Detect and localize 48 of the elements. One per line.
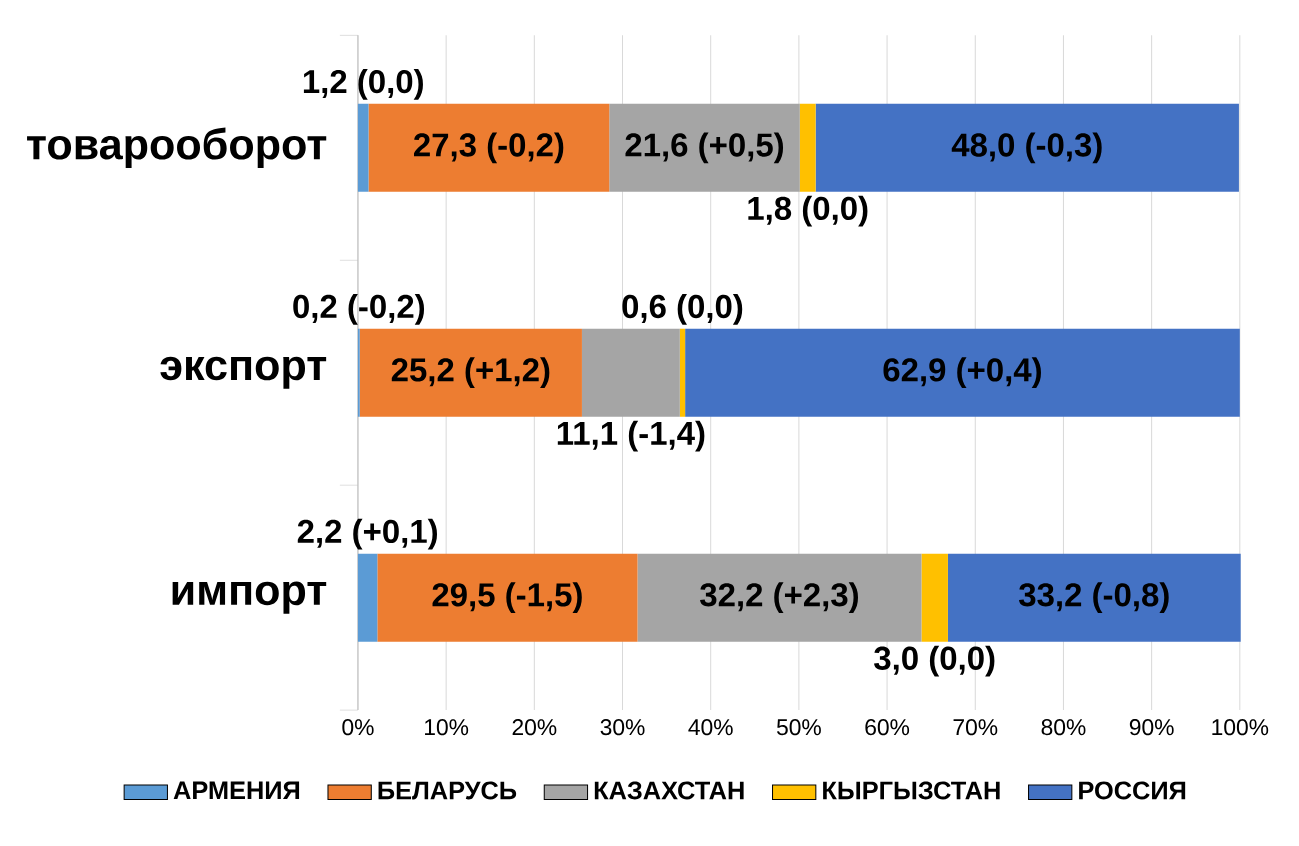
y-tick-label: импорт [172, 581, 327, 614]
bar [377, 553, 638, 642]
x-tick-label: 0% [342, 719, 374, 736]
legend-label: АРМЕНИЯ [173, 781, 300, 800]
bar [799, 103, 816, 192]
data-label: 25,2 (+1,2) [391, 357, 550, 389]
bar [357, 553, 378, 642]
bar [609, 103, 800, 192]
data-label: 27,3 (-0,2) [414, 132, 564, 164]
y-tick-label: экспорт [160, 356, 327, 389]
x-tick-label: 90% [1129, 719, 1174, 736]
legend-label: КЫРГЫЗСТАН [823, 781, 1000, 800]
data-label: 1,2 (0,0) [303, 69, 423, 100]
data-label: 11,1 (-1,4) [557, 420, 705, 452]
bar [359, 328, 582, 417]
data-label: 21,6 (+0,5) [625, 132, 784, 164]
data-label: 29,5 (-1,5) [432, 582, 582, 614]
x-tick-label: 20% [512, 719, 557, 736]
bar [921, 553, 948, 642]
bar [368, 103, 610, 192]
x-tick-label: 30% [600, 719, 645, 736]
data-label: 48,0 (-0,3) [951, 132, 1102, 164]
x-tick-label: 40% [688, 719, 733, 736]
data-label: 0,2 (-0,2) [293, 294, 425, 325]
bar [581, 328, 680, 417]
x-tick-label: 10% [425, 719, 469, 736]
data-label: 33,2 (-0,8) [1019, 582, 1169, 614]
x-tick-label: 80% [1041, 719, 1086, 736]
x-tick-label: 50% [776, 719, 821, 736]
y-tick-label: товарооборот [27, 127, 327, 169]
data-label: 3,0 (0,0) [874, 645, 995, 677]
legend-label: РОССИЯ [1079, 781, 1186, 800]
data-label: 32,2 (+2,3) [700, 582, 858, 614]
x-tick-label: 70% [953, 719, 998, 736]
data-label: 1,8 (0,0) [748, 195, 868, 227]
x-tick-label: 100% [1212, 719, 1269, 736]
data-label: 2,2 (+0,1) [297, 518, 438, 550]
bar [947, 553, 1241, 642]
bar [637, 553, 922, 642]
data-label: 62,9 (+0,4) [883, 357, 1041, 389]
data-label: 0,6 (0,0) [622, 294, 743, 325]
x-tick-label: 60% [865, 719, 910, 736]
legend-label: БЕЛАРУСЬ [378, 781, 517, 800]
bar [685, 328, 1240, 417]
bar [679, 328, 686, 417]
bar [357, 103, 369, 192]
legend-label: КАЗАХСТАН [594, 781, 744, 800]
bar [815, 103, 1239, 192]
